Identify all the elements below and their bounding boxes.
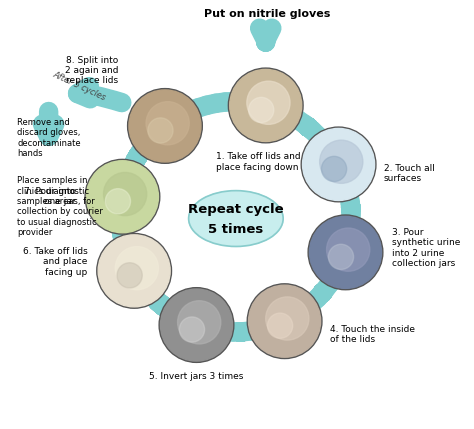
Circle shape — [148, 118, 173, 143]
Text: Repeat cycle: Repeat cycle — [188, 203, 284, 216]
Text: 5. Invert jars 3 times: 5. Invert jars 3 times — [149, 372, 244, 381]
Text: Place samples in
clinics diagnostic
samples areas, for
collection by courier
to : Place samples in clinics diagnostic samp… — [17, 176, 103, 237]
Circle shape — [308, 215, 383, 290]
Circle shape — [230, 69, 302, 142]
Circle shape — [321, 156, 346, 181]
Circle shape — [310, 216, 382, 288]
Circle shape — [128, 88, 202, 163]
Circle shape — [117, 263, 142, 288]
Circle shape — [129, 90, 201, 162]
Circle shape — [266, 297, 309, 340]
Circle shape — [248, 285, 320, 357]
Text: 1. Take off lids and
place facing down: 1. Take off lids and place facing down — [216, 152, 301, 172]
Circle shape — [85, 160, 160, 234]
Circle shape — [228, 68, 303, 143]
Circle shape — [115, 247, 158, 290]
Text: Put on nitrile gloves: Put on nitrile gloves — [204, 9, 330, 19]
Text: Remove and
discard gloves,
decontaminate
hands: Remove and discard gloves, decontaminate… — [17, 118, 81, 158]
Text: After 5 cycles: After 5 cycles — [52, 69, 108, 102]
Circle shape — [328, 244, 354, 269]
Circle shape — [327, 228, 370, 271]
Circle shape — [97, 233, 172, 308]
Circle shape — [86, 161, 158, 233]
Circle shape — [247, 284, 322, 359]
Text: 6. Take off lids
and place
facing up: 6. Take off lids and place facing up — [23, 247, 87, 277]
Circle shape — [301, 127, 376, 202]
Circle shape — [249, 97, 274, 123]
Text: 7. Pour into
one jar: 7. Pour into one jar — [24, 187, 76, 206]
Circle shape — [146, 102, 189, 145]
Circle shape — [267, 313, 293, 338]
Circle shape — [105, 189, 130, 214]
Text: 8. Split into
2 again and
replace lids: 8. Split into 2 again and replace lids — [64, 56, 118, 85]
Circle shape — [159, 288, 234, 363]
Circle shape — [161, 289, 232, 361]
Circle shape — [103, 172, 147, 216]
Circle shape — [247, 81, 290, 124]
Ellipse shape — [189, 190, 283, 246]
Circle shape — [179, 317, 205, 342]
Circle shape — [98, 235, 170, 307]
Text: 5 times: 5 times — [208, 223, 264, 236]
Circle shape — [302, 128, 374, 200]
Circle shape — [319, 140, 363, 183]
Text: 2. Touch all
surfaces: 2. Touch all surfaces — [383, 164, 435, 183]
Text: 4. Touch the inside
of the lids: 4. Touch the inside of the lids — [329, 325, 415, 344]
Circle shape — [178, 301, 221, 344]
Text: 3. Pour
synthetic urine
into 2 urine
collection jars: 3. Pour synthetic urine into 2 urine col… — [392, 228, 461, 268]
